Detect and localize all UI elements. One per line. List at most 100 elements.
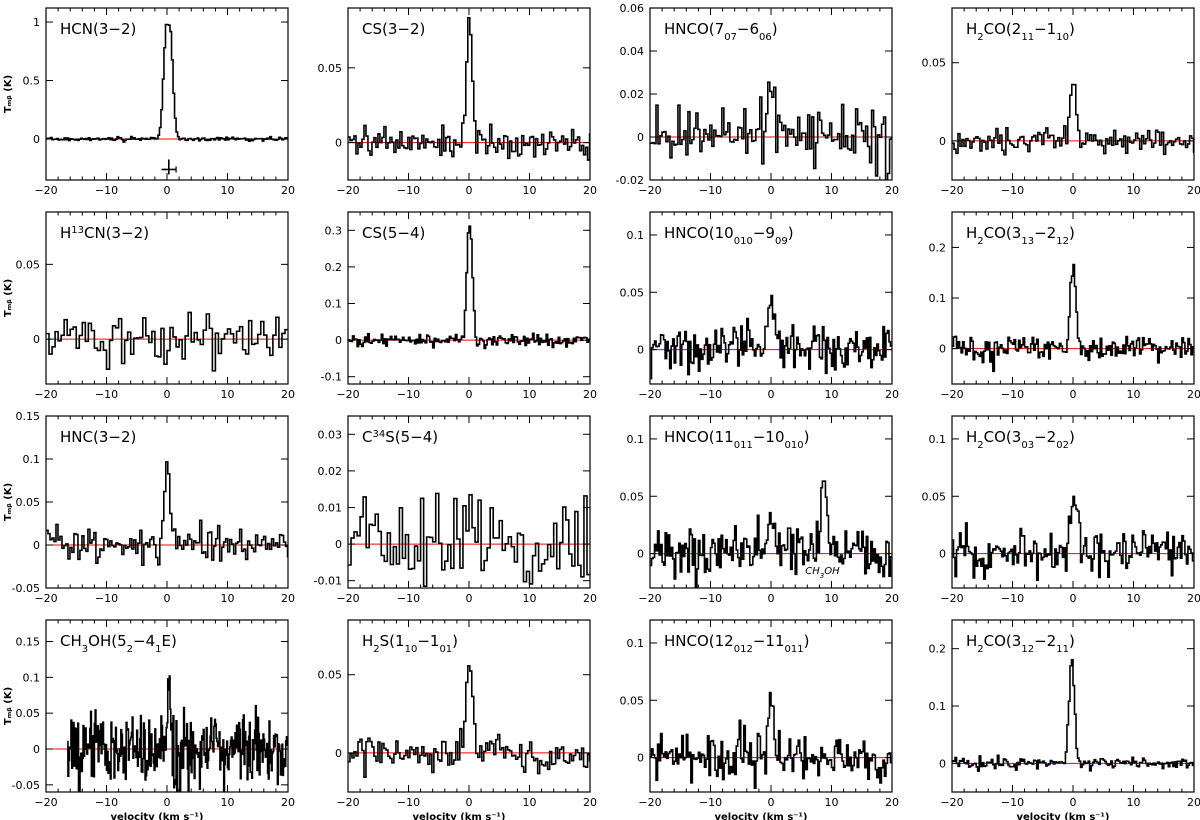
spectrum-panel: −20 −10 0 10 20 -0.1 0 0.1 0.2 0.3 CS(5−4) — [321, 211, 597, 401]
x-axis-label: velocity (km s⁻¹) — [412, 812, 505, 820]
x-tick-label: 10 — [825, 592, 839, 605]
spectrum-line — [348, 17, 590, 161]
x-tick-label: −20 — [940, 184, 963, 197]
panel-title: H2CO(303−202) — [966, 428, 1075, 451]
x-tick-label: 20 — [885, 388, 899, 401]
spectrum-line — [952, 658, 1194, 772]
panel-title: CS(3−2) — [362, 20, 425, 38]
spectrum-line — [952, 263, 1194, 373]
y-tick-label: 0.1 — [929, 433, 947, 446]
spectrum-panel: −20 −10 0 10 20 0 0.1 0.2 H2CO(313−212) — [929, 211, 1200, 401]
x-tick-label: −20 — [336, 388, 359, 401]
y-tick-label: 0.05 — [620, 286, 645, 299]
panel-title: H2CO(211−110) — [966, 20, 1075, 43]
y-tick-label: 0.1 — [627, 433, 645, 446]
x-tick-label: 0 — [466, 796, 473, 809]
panel-title: C34S(5−4) — [362, 428, 438, 446]
x-tick-label: 20 — [583, 592, 597, 605]
y-axis-label: Tₘᵦ (K) — [3, 687, 14, 725]
spectrum-panel: −20 −10 0 10 20 0 0.05 0.1 HNCO(10010−909) — [620, 211, 899, 401]
y-tick-label: -0.05 — [12, 582, 40, 595]
x-tick-label: −10 — [1001, 592, 1024, 605]
spectrum-line — [46, 23, 288, 143]
panel-title: HNCO(10010−909) — [664, 224, 794, 247]
x-tick-label: 0 — [164, 796, 171, 809]
spectrum-line — [952, 83, 1194, 156]
panel-title: H2CO(312−211) — [966, 632, 1075, 655]
y-tick-label: 0 — [637, 131, 644, 144]
x-tick-label: −20 — [336, 184, 359, 197]
x-tick-label: −10 — [699, 796, 722, 809]
y-axis-label: Tₘᵦ (K) — [3, 75, 14, 113]
spectrum-line — [650, 691, 892, 789]
y-tick-label: -0.01 — [314, 575, 342, 588]
x-tick-label: 10 — [1127, 184, 1141, 197]
x-tick-label: 20 — [1187, 184, 1200, 197]
x-tick-label: 0 — [466, 184, 473, 197]
x-tick-label: 10 — [221, 592, 235, 605]
y-tick-label: 0 — [335, 137, 342, 150]
x-tick-label: −20 — [638, 388, 661, 401]
x-tick-label: 0 — [164, 592, 171, 605]
x-tick-label: 0 — [768, 592, 775, 605]
y-tick-label: 0.06 — [620, 2, 645, 15]
spectrum-panel: −20 −10 0 10 20 0 0.05 CS(3−2) — [318, 7, 597, 197]
x-tick-label: 10 — [523, 796, 537, 809]
y-tick-label: 0.05 — [318, 669, 343, 682]
x-tick-label: 20 — [583, 388, 597, 401]
y-tick-label: 0.3 — [325, 224, 343, 237]
y-tick-label: 0 — [335, 747, 342, 760]
x-tick-label: −20 — [638, 592, 661, 605]
y-tick-label: 0 — [33, 743, 40, 756]
x-tick-label: 20 — [583, 184, 597, 197]
x-tick-label: −10 — [95, 796, 118, 809]
x-tick-label: −20 — [638, 184, 661, 197]
spectrum-panel: −20 −10 0 10 20 0 0.05 0.1 HNCO(12012−11011) velo… — [620, 619, 899, 820]
y-tick-label: 0 — [335, 538, 342, 551]
y-tick-label: 0.04 — [620, 45, 645, 58]
x-tick-label: 10 — [523, 592, 537, 605]
x-tick-label: 20 — [885, 184, 899, 197]
x-tick-label: −10 — [699, 184, 722, 197]
spectrum-panel: −20 −10 0 10 20 0 0.1 0.2 H2CO(312−211) velocity … — [929, 619, 1200, 820]
y-tick-label: 0.05 — [620, 694, 645, 707]
spectrum-line — [348, 225, 590, 350]
panel-title: HNCO(12012−11011) — [664, 632, 809, 655]
x-tick-label: 10 — [523, 388, 537, 401]
y-tick-label: 0 — [939, 757, 946, 770]
x-tick-label: −20 — [940, 592, 963, 605]
x-tick-label: 0 — [466, 592, 473, 605]
x-tick-label: 20 — [281, 796, 295, 809]
x-tick-label: 0 — [1070, 592, 1077, 605]
panel-title: HNCO(707−606) — [664, 20, 778, 43]
x-tick-label: 10 — [221, 388, 235, 401]
y-tick-label: 0.1 — [627, 229, 645, 242]
x-tick-label: 10 — [1127, 796, 1141, 809]
spectrum-panel: −20 −10 0 10 20 0 0.05 H13CN(3−2) Tₘᵦ (K) — [3, 211, 295, 401]
y-tick-label: -0.05 — [12, 779, 40, 792]
spectrum-panel: −20 −10 0 10 20 -0.05 0 0.05 0.1 0.15 CH3OH(52−41E… — [3, 619, 295, 820]
spectrum-panel: −20 −10 0 10 20 -0.02 0 0.02 0.04 0.06 HNCO(707−60… — [616, 2, 899, 197]
panel-title: H2S(110−101) — [362, 632, 458, 655]
spectrum-line — [46, 311, 288, 372]
x-tick-label: −20 — [336, 796, 359, 809]
x-tick-label: −10 — [95, 592, 118, 605]
y-tick-label: 0 — [33, 333, 40, 346]
x-tick-label: 0 — [466, 388, 473, 401]
x-tick-label: −10 — [95, 184, 118, 197]
x-tick-label: −10 — [1001, 796, 1024, 809]
x-tick-label: −10 — [699, 592, 722, 605]
x-tick-label: 20 — [1187, 388, 1200, 401]
x-tick-label: 10 — [221, 796, 235, 809]
x-axis-label: velocity (km s⁻¹) — [110, 812, 203, 820]
x-tick-label: −20 — [34, 796, 57, 809]
y-tick-label: 0.05 — [16, 496, 41, 509]
y-tick-label: -0.1 — [321, 371, 342, 384]
x-tick-label: 10 — [523, 184, 537, 197]
spectrum-line — [650, 81, 892, 180]
x-tick-label: 0 — [164, 388, 171, 401]
y-tick-label: 1 — [33, 16, 40, 29]
y-tick-label: 0 — [637, 344, 644, 357]
x-tick-label: −20 — [34, 388, 57, 401]
